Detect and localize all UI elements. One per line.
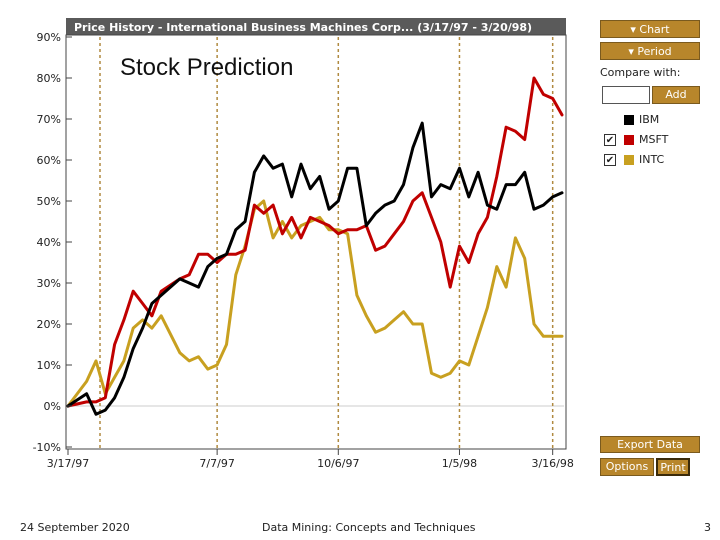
legend-label-intc: INTC [639, 153, 665, 166]
x-tick-label: 3/16/98 [531, 457, 573, 470]
legend-label-ibm: IBM [639, 113, 660, 126]
chart-title: Price History - International Business M… [74, 21, 532, 34]
msft-checkbox[interactable]: ✔ [604, 134, 616, 146]
footer-course: Data Mining: Concepts and Techniques [262, 521, 476, 534]
export-data-button[interactable]: Export Data [600, 436, 700, 453]
y-tick-label: 0% [44, 400, 61, 413]
y-tick-label: 60% [37, 154, 61, 167]
x-tick-label: 1/5/98 [442, 457, 477, 470]
y-tick-label: 10% [37, 359, 61, 372]
compare-symbol-input[interactable] [602, 86, 650, 104]
add-button[interactable]: Add [652, 86, 700, 104]
x-tick-label: 3/17/97 [47, 457, 89, 470]
series-line-msft [66, 76, 564, 408]
chart-dropdown-icon: ▾ [630, 23, 636, 36]
y-tick-label: 40% [37, 236, 61, 249]
period-dropdown-icon: ▾ [628, 45, 634, 58]
print-button[interactable]: Print [656, 458, 690, 476]
legend-swatch-intc [624, 155, 634, 165]
y-tick-label: 50% [37, 195, 61, 208]
price-history-chart: Price History - International Business M… [33, 18, 574, 470]
chart-button-label: Chart [639, 23, 670, 36]
y-tick-label: -10% [33, 441, 61, 454]
y-tick-label: 70% [37, 113, 61, 126]
y-tick-label: 30% [37, 277, 61, 290]
legend-label-msft: MSFT [639, 133, 669, 146]
page-number: 3 [704, 521, 711, 534]
series-line-ibm [66, 121, 564, 416]
footer-date: 24 September 2020 [20, 521, 130, 534]
chart-menu-button[interactable]: ▾ Chart [600, 20, 700, 38]
slide-title: Stock Prediction [120, 54, 294, 81]
y-tick-label: 80% [37, 72, 61, 85]
x-tick-label: 7/7/97 [199, 457, 234, 470]
y-tick-label: 90% [37, 31, 61, 44]
x-tick-label: 10/6/97 [317, 457, 359, 470]
intc-checkbox[interactable]: ✔ [604, 154, 616, 166]
chart-title-bar [66, 18, 566, 35]
plot-area [65, 34, 567, 450]
legend-swatch-msft [624, 135, 634, 145]
compare-label: Compare with: [600, 66, 681, 79]
period-menu-button[interactable]: ▾ Period [600, 42, 700, 60]
legend-swatch-ibm [624, 115, 634, 125]
period-button-label: Period [637, 45, 672, 58]
options-button[interactable]: Options [600, 458, 654, 476]
y-tick-label: 20% [37, 318, 61, 331]
